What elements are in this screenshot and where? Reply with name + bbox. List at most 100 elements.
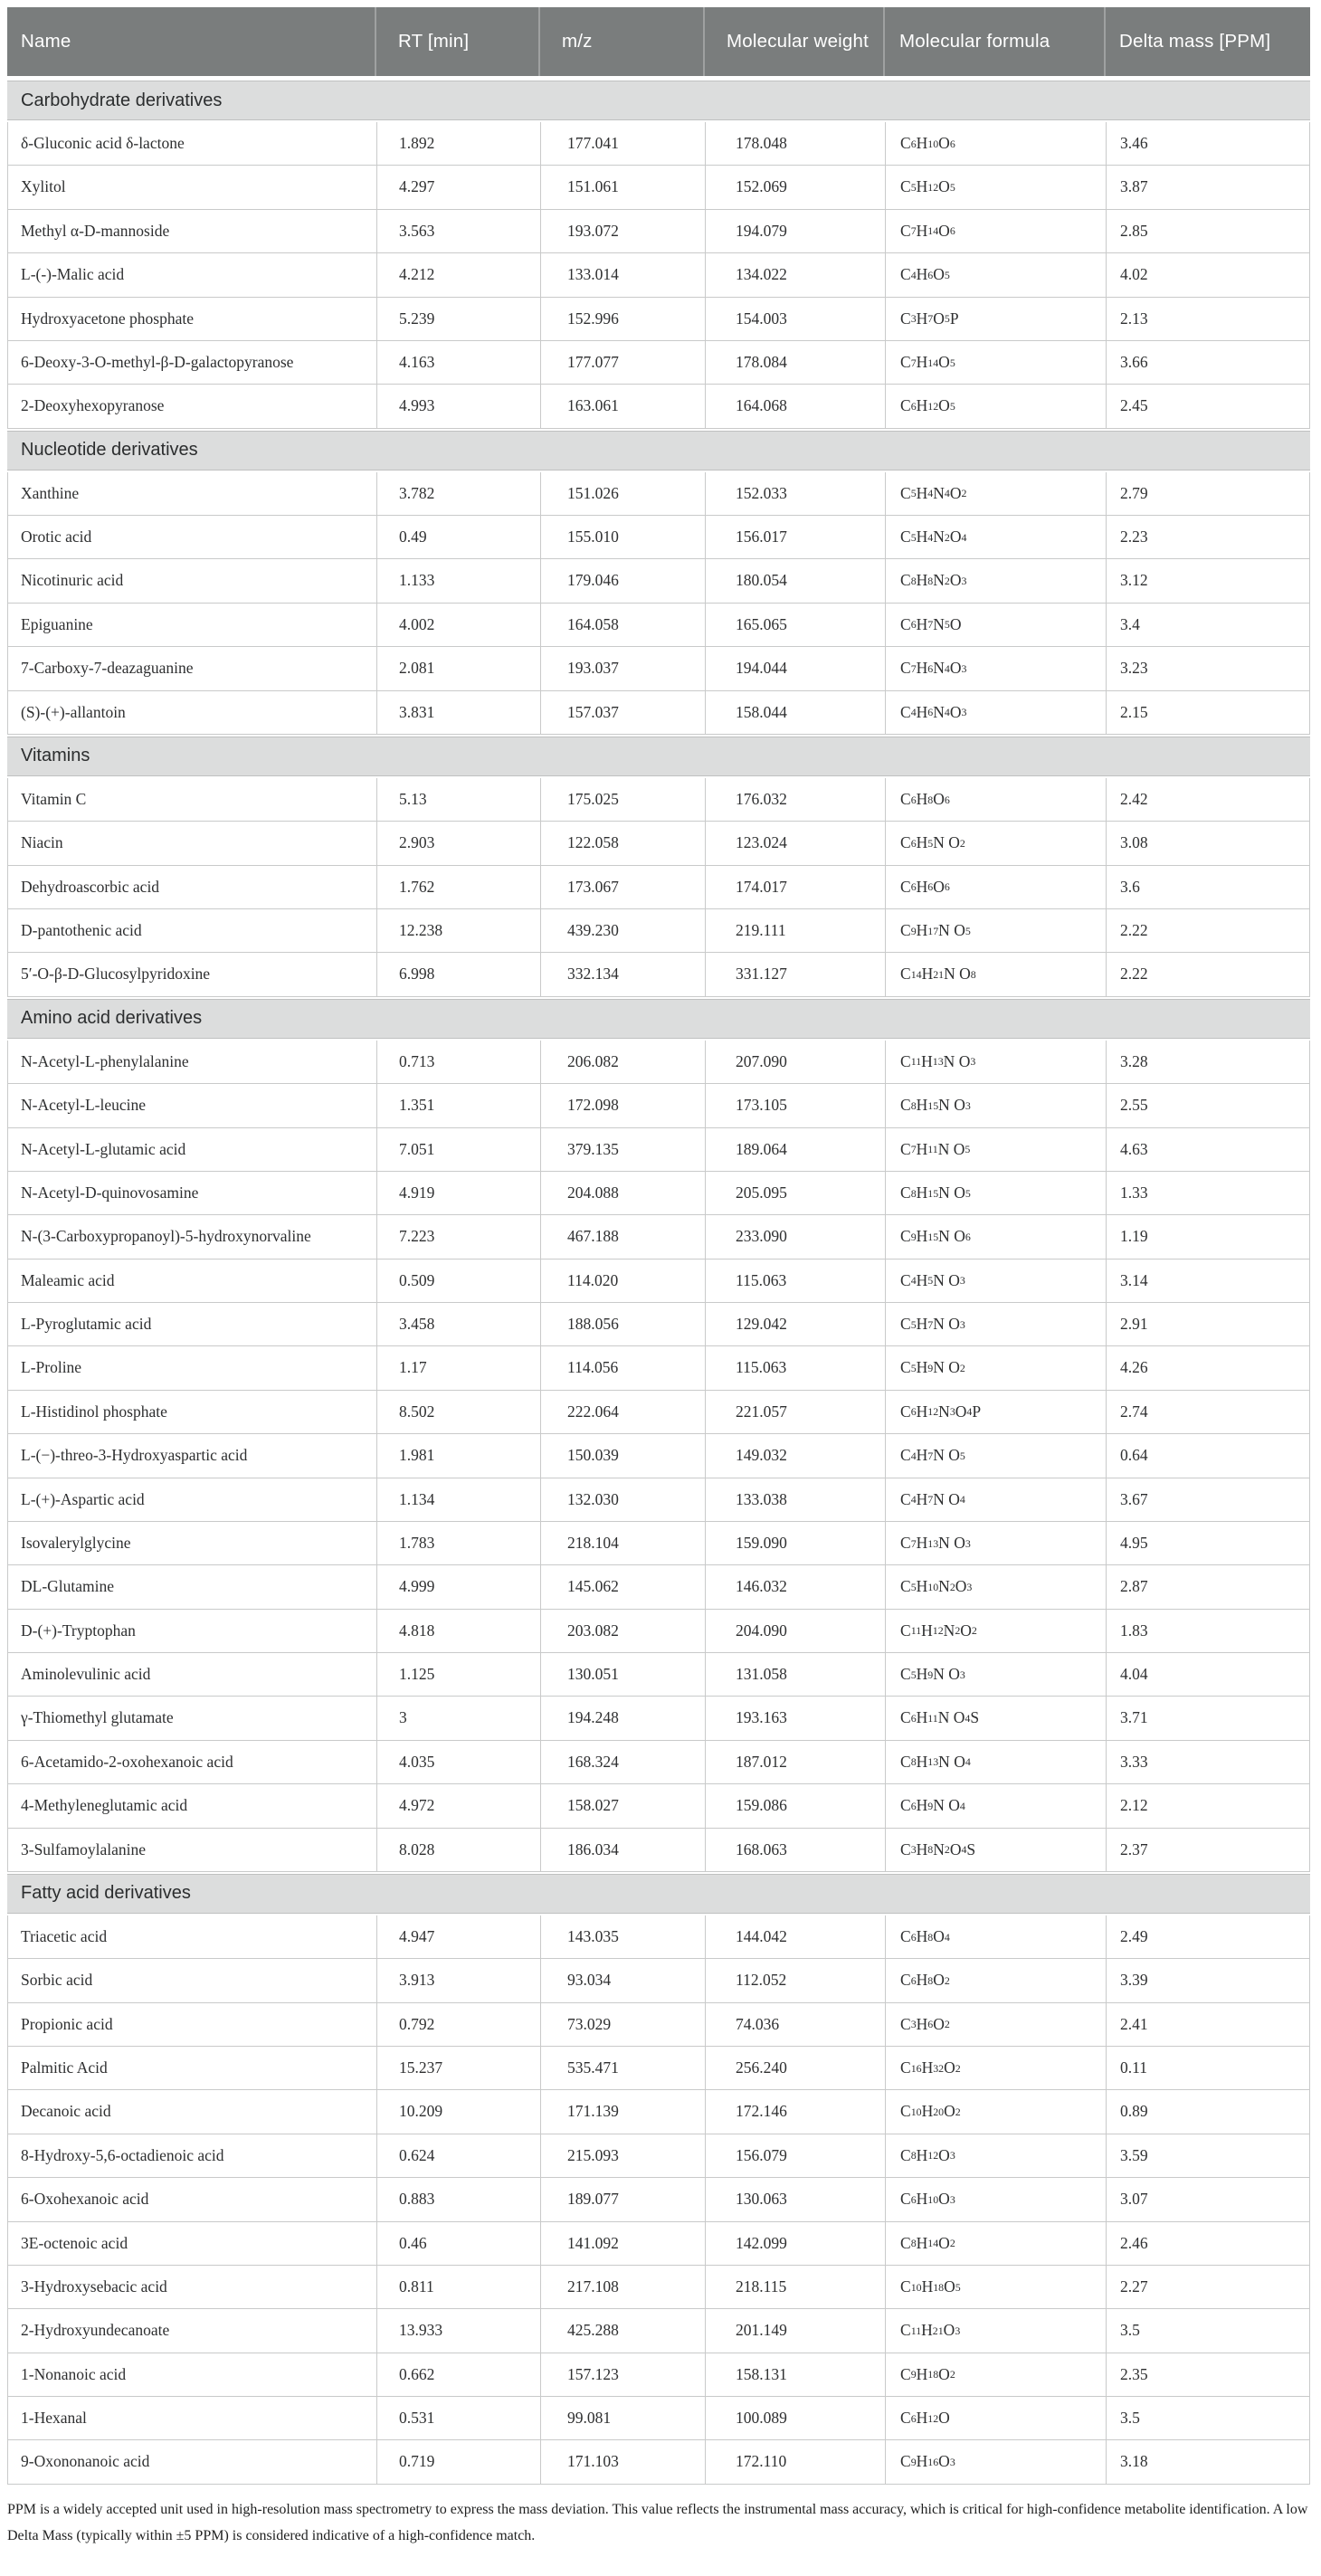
cell-delta-mass-ppm: 2.22 xyxy=(1120,921,1148,939)
table-row: D-pantothenic acid 12.238 439.230 219.11… xyxy=(7,909,1310,954)
cell-molecular-weight: 201.149 xyxy=(706,2309,886,2353)
cell-delta-mass-ppm: 0.89 xyxy=(1120,2102,1148,2121)
section-header-row: Nucleotide derivatives xyxy=(7,428,1310,472)
cell-name: 7-Carboxy-7-deazaguanine xyxy=(8,647,377,690)
cell-delta-mass-ppm: 2.79 xyxy=(1120,483,1148,502)
cell-name: 8-Hydroxy-5,6-octadienoic acid xyxy=(8,2134,377,2178)
cell-rt-min: 0.811 xyxy=(377,2265,541,2309)
cell-molecular-weight: 194.044 xyxy=(706,647,886,690)
cell-mz: 194.248 xyxy=(541,1697,706,1740)
cell-molecular-weight: 178.084 xyxy=(706,340,886,385)
cell-molecular-weight: 115.063 xyxy=(706,1259,886,1302)
cell-delta-mass-ppm: 3.08 xyxy=(1120,833,1148,852)
cell-rt-min: 4.999 xyxy=(377,1565,541,1609)
cell-molecular-weight: 256.240 xyxy=(706,2047,886,2090)
cell-rt-min: 1.134 xyxy=(377,1478,541,1521)
cell-mz: 215.093 xyxy=(541,2134,706,2178)
cell-molecular-weight: 194.079 xyxy=(706,209,886,253)
cell-mz: 130.051 xyxy=(541,1653,706,1697)
cell-rt-min: 4.947 xyxy=(377,1915,541,1959)
cell-name: 3-Hydroxysebacic acid xyxy=(8,2265,377,2309)
cell-name: Propionic acid xyxy=(8,2002,377,2046)
cell-delta-mass-ppm: 2.87 xyxy=(1120,1577,1148,1596)
cell-delta-mass-ppm: 2.27 xyxy=(1120,2277,1148,2296)
cell-rt-min: 2.081 xyxy=(377,647,541,690)
cell-mz: 179.046 xyxy=(541,559,706,603)
cell-molecular-weight: 123.024 xyxy=(706,822,886,865)
cell-rt-min: 3.563 xyxy=(377,209,541,253)
cell-name: Epiguanine xyxy=(8,603,377,647)
cell-molecular-weight: 144.042 xyxy=(706,1915,886,1959)
cell-mz: 218.104 xyxy=(541,1521,706,1565)
cell-delta-mass-ppm: 3.33 xyxy=(1120,1752,1148,1771)
cell-name: D-(+)-Tryptophan xyxy=(8,1609,377,1652)
cell-name: Decanoic acid xyxy=(8,2090,377,2134)
cell-name: Sorbic acid xyxy=(8,1959,377,2002)
cell-rt-min: 4.297 xyxy=(377,166,541,209)
cell-rt-min: 0.792 xyxy=(377,2002,541,2046)
cell-delta-mass-ppm: 3.23 xyxy=(1120,659,1148,678)
cell-delta-mass-ppm: 2.37 xyxy=(1120,1839,1148,1858)
cell-rt-min: 8.028 xyxy=(377,1828,541,1871)
cell-delta-mass-ppm: 2.41 xyxy=(1120,2014,1148,2033)
cell-mz: 177.041 xyxy=(541,122,706,166)
cell-mz: 204.088 xyxy=(541,1171,706,1215)
cell-rt-min: 13.933 xyxy=(377,2309,541,2353)
cell-rt-min: 12.238 xyxy=(377,909,541,953)
table-row: N-Acetyl-L-leucine 1.351 172.098 173.105… xyxy=(7,1084,1310,1128)
cell-rt-min: 1.351 xyxy=(377,1084,541,1127)
cell-name: L-(+)-Aspartic acid xyxy=(8,1478,377,1521)
cell-name: 2-Hydroxyundecanoate xyxy=(8,2309,377,2353)
cell-delta-mass-ppm: 3.18 xyxy=(1120,2452,1148,2471)
cell-mz: 133.014 xyxy=(541,253,706,297)
cell-name: L-Pyroglutamic acid xyxy=(8,1303,377,1346)
cell-molecular-weight: 204.090 xyxy=(706,1609,886,1652)
table-row: 5′-O-β-D-Glucosylpyridoxine 6.998 332.13… xyxy=(7,953,1310,997)
cell-molecular-weight: 218.115 xyxy=(706,2265,886,2309)
section-header-row: Amino acid derivatives xyxy=(7,996,1310,1041)
cell-mz: 467.188 xyxy=(541,1215,706,1259)
table-row: N-Acetyl-D-quinovosamine 4.919 204.088 2… xyxy=(7,1171,1310,1216)
cell-rt-min: 4.993 xyxy=(377,385,541,428)
cell-rt-min: 0.662 xyxy=(377,2353,541,2396)
cell-mz: 332.134 xyxy=(541,953,706,996)
cell-name: D-pantothenic acid xyxy=(8,909,377,953)
cell-name: 4-Methyleneglutamic acid xyxy=(8,1784,377,1828)
cell-molecular-weight: 158.131 xyxy=(706,2353,886,2396)
cell-delta-mass-ppm: 2.45 xyxy=(1120,396,1148,415)
table-row: N-Acetyl-L-phenylalanine 0.713 206.082 2… xyxy=(7,1040,1310,1085)
table-row: 4-Methyleneglutamic acid 4.972 158.027 1… xyxy=(7,1784,1310,1829)
cell-rt-min: 7.223 xyxy=(377,1215,541,1259)
cell-rt-min: 4.919 xyxy=(377,1171,541,1215)
cell-name: 3-Sulfamoylalanine xyxy=(8,1828,377,1871)
cell-rt-min: 5.239 xyxy=(377,297,541,340)
cell-mz: 188.056 xyxy=(541,1303,706,1346)
cell-molecular-weight: 129.042 xyxy=(706,1303,886,1346)
cell-delta-mass-ppm: 4.02 xyxy=(1120,265,1148,284)
column-header-mz: m/z xyxy=(540,7,705,76)
cell-name: (S)-(+)-allantoin xyxy=(8,690,377,734)
cell-molecular-weight: 156.017 xyxy=(706,516,886,559)
